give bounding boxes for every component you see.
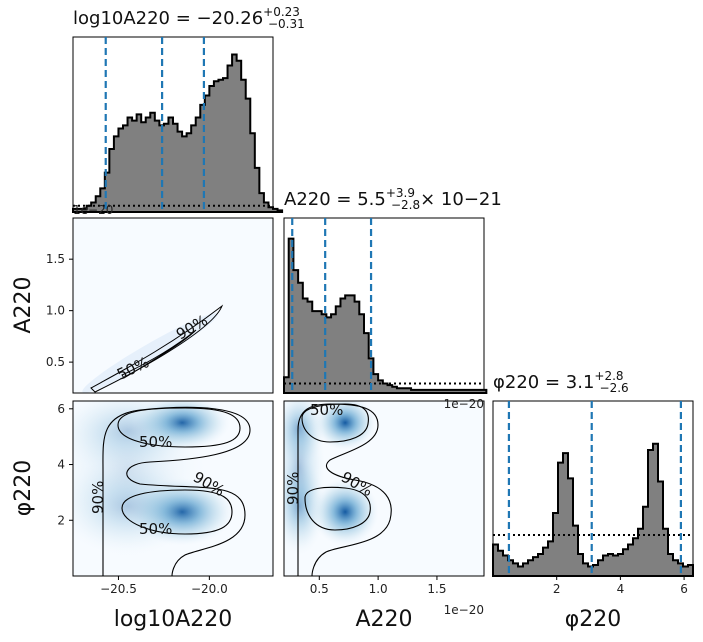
phi-xtick-label-1: 4: [617, 582, 625, 596]
contour-label-50-logA-phi-bottom: 50%: [139, 520, 172, 538]
logA-xtick-label-0: −20.5: [100, 582, 137, 596]
A-xtick-label-2: 1.5: [427, 582, 446, 596]
density-logA-A-panel: 50% 90%: [72, 217, 274, 394]
A-ytick-label-2: 1.5: [46, 252, 65, 266]
contour-50-logA-A: [121, 329, 197, 379]
phi-histogram: [492, 442, 694, 577]
phi-ytick-label-0: 2: [57, 513, 65, 527]
contour-label-50-A-phi-top: 50%: [310, 401, 343, 419]
phi-ytick-label-2: 6: [57, 402, 65, 416]
title-phi: φ220 = 3.1+2.8 −2.6: [493, 369, 629, 395]
contour-50-A-phi-bottom: [304, 486, 371, 531]
contour-50-logA-phi-bottom: [121, 489, 233, 535]
A-phi-density-blob-4: [284, 401, 326, 547]
xlabel-logA: log10A220: [114, 607, 233, 632]
hist-A-panel: [283, 217, 488, 394]
A-histogram: [283, 237, 488, 394]
contour-label-90-A-phi-left: 90%: [284, 472, 302, 505]
title-logA: log10A220 = −20.26+0.23 −0.31: [73, 5, 305, 31]
contour-50-A-phi-top: [301, 403, 369, 443]
A-xtick-label-0: 0.5: [310, 582, 329, 596]
offset-text-A-x: 1e−20: [444, 603, 484, 617]
contour-label-50-logA-phi-top: 50%: [139, 433, 172, 451]
xlabel-phi: φ220: [565, 607, 622, 632]
offset-text-logA-hist: 1e−20: [73, 203, 113, 217]
hist-logA-panel: [72, 36, 284, 213]
A-ytick-label-0: 0.5: [46, 355, 65, 369]
phi-xtick-label-2: 6: [680, 582, 688, 596]
logA-xtick-label-1: −20.0: [191, 582, 228, 596]
offset-text-A-hist: 1e−20: [444, 397, 484, 411]
contour-label-90-logA-phi-left: 90%: [89, 481, 107, 514]
contour-50-logA-phi-top: [117, 407, 241, 448]
ylabel-A: A220: [11, 276, 36, 333]
ylabel-phi: φ220: [11, 460, 36, 517]
A-phi-density-blob-1: [311, 478, 379, 546]
phi-xtick-label-0: 2: [553, 582, 561, 596]
density-A-phi-panel: [283, 400, 485, 577]
density-logA-phi-panel: [72, 400, 274, 577]
A-phi-density-blob-0: [314, 401, 377, 451]
A-xtick-label-1: 1.0: [369, 582, 388, 596]
hist-phi-panel: [492, 400, 694, 577]
xlabel-A: A220: [355, 607, 412, 632]
phi-ytick-label-1: 4: [57, 458, 65, 472]
logA-phi-density-blob-4: [73, 401, 208, 556]
title-A: A220 = 5.5+3.9 −2.8× 10−21: [284, 186, 502, 212]
A-ytick-label-1: 1.0: [46, 304, 65, 318]
logA-histogram: [72, 53, 284, 213]
